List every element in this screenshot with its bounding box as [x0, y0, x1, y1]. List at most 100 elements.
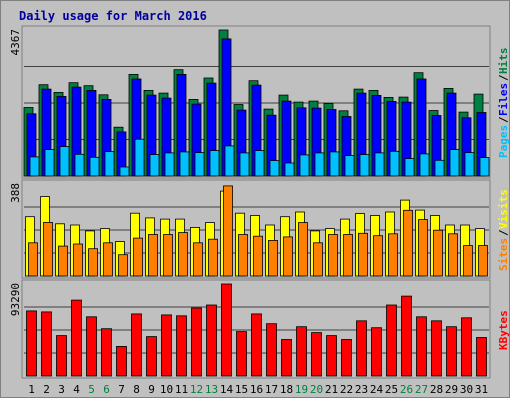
bar-pages-9 [149, 154, 160, 177]
bar-pages-23 [359, 154, 370, 177]
bar-sites-9 [148, 234, 158, 277]
axis-label-separator: / [497, 116, 510, 123]
x-tick-label: 12 [190, 383, 203, 396]
bar-pages-7 [119, 166, 130, 177]
bar-sites-23 [358, 232, 368, 277]
x-tick-label: 15 [235, 383, 248, 396]
bar-kbytes-14 [221, 283, 232, 377]
bar-pages-15 [239, 152, 250, 177]
bar-kbytes-30 [461, 317, 472, 377]
bar-pages-19 [299, 154, 310, 177]
bar-kbytes-19 [296, 326, 307, 377]
bar-pages-4 [74, 153, 85, 177]
bar-sites-27 [418, 219, 428, 277]
series-axis-label: Sites /Visits [497, 189, 510, 271]
panel-border [21, 25, 491, 179]
bar-pages-26 [404, 158, 415, 177]
bar-kbytes-7 [116, 345, 127, 377]
bar-sites-29 [448, 233, 458, 277]
bar-kbytes-3 [56, 335, 67, 377]
x-tick-label: 26 [400, 383, 413, 396]
bar-pages-31 [479, 157, 490, 177]
bar-kbytes-31 [476, 337, 487, 377]
x-tick-label: 19 [295, 383, 308, 396]
axis-label-files: Files [497, 83, 510, 116]
bar-kbytes-9 [146, 336, 157, 377]
bar-sites-7 [118, 254, 128, 277]
x-tick-label: 31 [475, 383, 488, 396]
x-tick-label: 3 [58, 383, 65, 396]
axis-label-hits: Hits [497, 48, 510, 75]
bar-sites-17 [268, 239, 278, 277]
bar-sites-19 [298, 222, 308, 277]
bar-kbytes-16 [251, 313, 262, 377]
x-tick-label: 28 [430, 383, 443, 396]
bar-kbytes-17 [266, 323, 277, 377]
series-axis-label: Pages/Files/Hits [497, 48, 510, 159]
bar-sites-6 [103, 242, 113, 277]
chart-title: Daily usage for March 2016 [19, 9, 207, 23]
panel-kbytes: 93290 KBytes [9, 279, 510, 379]
bar-kbytes-27 [416, 316, 427, 377]
bar-kbytes-18 [281, 339, 292, 377]
y-max-label: 388 [9, 183, 22, 203]
axis-label-kbytes: KBytes [497, 310, 510, 350]
x-tick-label: 14 [220, 383, 234, 396]
bar-kbytes-22 [341, 339, 352, 377]
bar-sites-22 [343, 234, 353, 277]
bar-kbytes-26 [401, 295, 412, 377]
bar-pages-12 [194, 152, 205, 177]
bar-sites-4 [73, 243, 83, 277]
bar-kbytes-6 [101, 328, 112, 377]
bar-pages-6 [104, 151, 115, 177]
bar-sites-28 [433, 229, 443, 277]
x-tick-label: 16 [250, 383, 263, 396]
panel-sites-visits: 388 Sites /Visits [9, 179, 510, 279]
x-tick-label: 30 [460, 383, 473, 396]
bar-sites-2 [43, 221, 53, 277]
bar-pages-24 [374, 152, 385, 177]
bar-pages-13 [209, 150, 220, 177]
series-axis-label: KBytes [497, 310, 510, 350]
x-tick-label: 22 [340, 383, 353, 396]
panel-border [21, 279, 491, 379]
bar-sites-25 [388, 233, 398, 277]
x-tick-label: 7 [118, 383, 125, 396]
bar-sites-21 [328, 234, 338, 277]
bar-kbytes-12 [191, 307, 202, 377]
bar-pages-29 [449, 149, 460, 177]
bar-pages-22 [344, 155, 355, 177]
x-tick-label: 6 [103, 383, 110, 396]
bar-sites-18 [283, 236, 293, 277]
bar-kbytes-25 [386, 304, 397, 377]
bar-kbytes-24 [371, 327, 382, 377]
bar-pages-17 [269, 160, 280, 177]
bar-kbytes-20 [311, 332, 322, 377]
axis-label-separator: / [497, 229, 510, 236]
bar-pages-25 [389, 150, 400, 177]
x-tick-label: 11 [175, 383, 188, 396]
bar-kbytes-2 [41, 311, 52, 377]
x-tick-label: 8 [133, 383, 140, 396]
x-tick-label: 25 [385, 383, 398, 396]
bar-kbytes-13 [206, 304, 217, 377]
bar-pages-3 [59, 146, 70, 177]
bar-pages-2 [44, 149, 55, 177]
bar-sites-26 [403, 209, 413, 277]
x-tick-label: 29 [445, 383, 458, 396]
x-tick-label: 24 [370, 383, 384, 396]
x-tick-label: 21 [325, 383, 338, 396]
bar-kbytes-15 [236, 331, 247, 377]
bar-pages-8 [134, 138, 145, 177]
x-tick-label: 4 [73, 383, 80, 396]
bar-pages-10 [164, 152, 175, 177]
panel-border [21, 179, 491, 279]
x-tick-label: 1 [28, 383, 35, 396]
y-max-label: 93290 [9, 283, 22, 316]
bar-sites-20 [313, 242, 323, 277]
bar-pages-1 [29, 156, 40, 177]
axis-label-pages: Pages [497, 125, 510, 158]
bar-pages-30 [464, 152, 475, 177]
bar-sites-14 [223, 185, 233, 277]
